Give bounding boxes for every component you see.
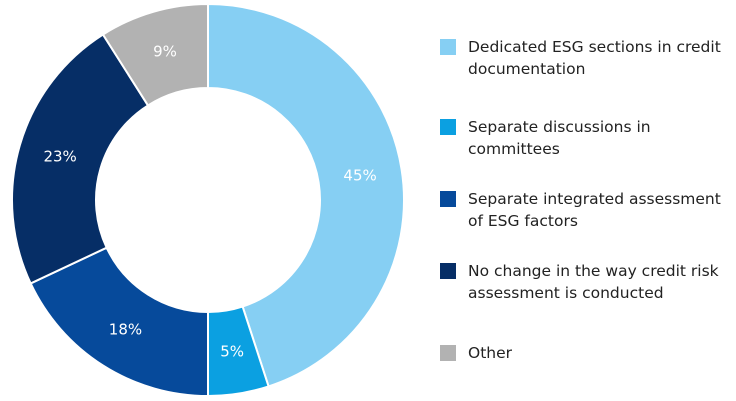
legend-label: Dedicated ESG sections in credit documen… <box>468 38 721 78</box>
legend-item: Other <box>440 342 730 364</box>
slice <box>101 2 209 107</box>
value-label: 45% <box>343 166 376 184</box>
legend-item: Separate discussions in committees <box>440 116 730 160</box>
donut: 45% 5% 18% 23% 9% <box>11 2 405 398</box>
legend-item: No change in the way credit risk assessm… <box>440 260 730 304</box>
legend-label: Separate discussions in committees <box>468 118 651 158</box>
value-label: 5% <box>220 343 244 361</box>
legend-label: No change in the way credit risk assessm… <box>468 262 719 302</box>
legend-item: Dedicated ESG sections in credit documen… <box>440 36 730 80</box>
legend-swatch <box>440 119 456 135</box>
legend-swatch <box>440 263 456 279</box>
legend-label: Other <box>468 344 513 362</box>
value-label: 23% <box>43 148 76 166</box>
value-label: 18% <box>109 321 142 339</box>
slice <box>207 2 405 388</box>
value-label: 9% <box>153 43 177 61</box>
legend-swatch <box>440 345 456 361</box>
slice <box>29 246 209 398</box>
legend-swatch <box>440 39 456 55</box>
legend-item: Separate integrated assessment of ESG fa… <box>440 188 730 232</box>
slice <box>11 33 150 285</box>
legend-swatch <box>440 191 456 207</box>
legend-label: Separate integrated assessment of ESG fa… <box>468 190 721 230</box>
